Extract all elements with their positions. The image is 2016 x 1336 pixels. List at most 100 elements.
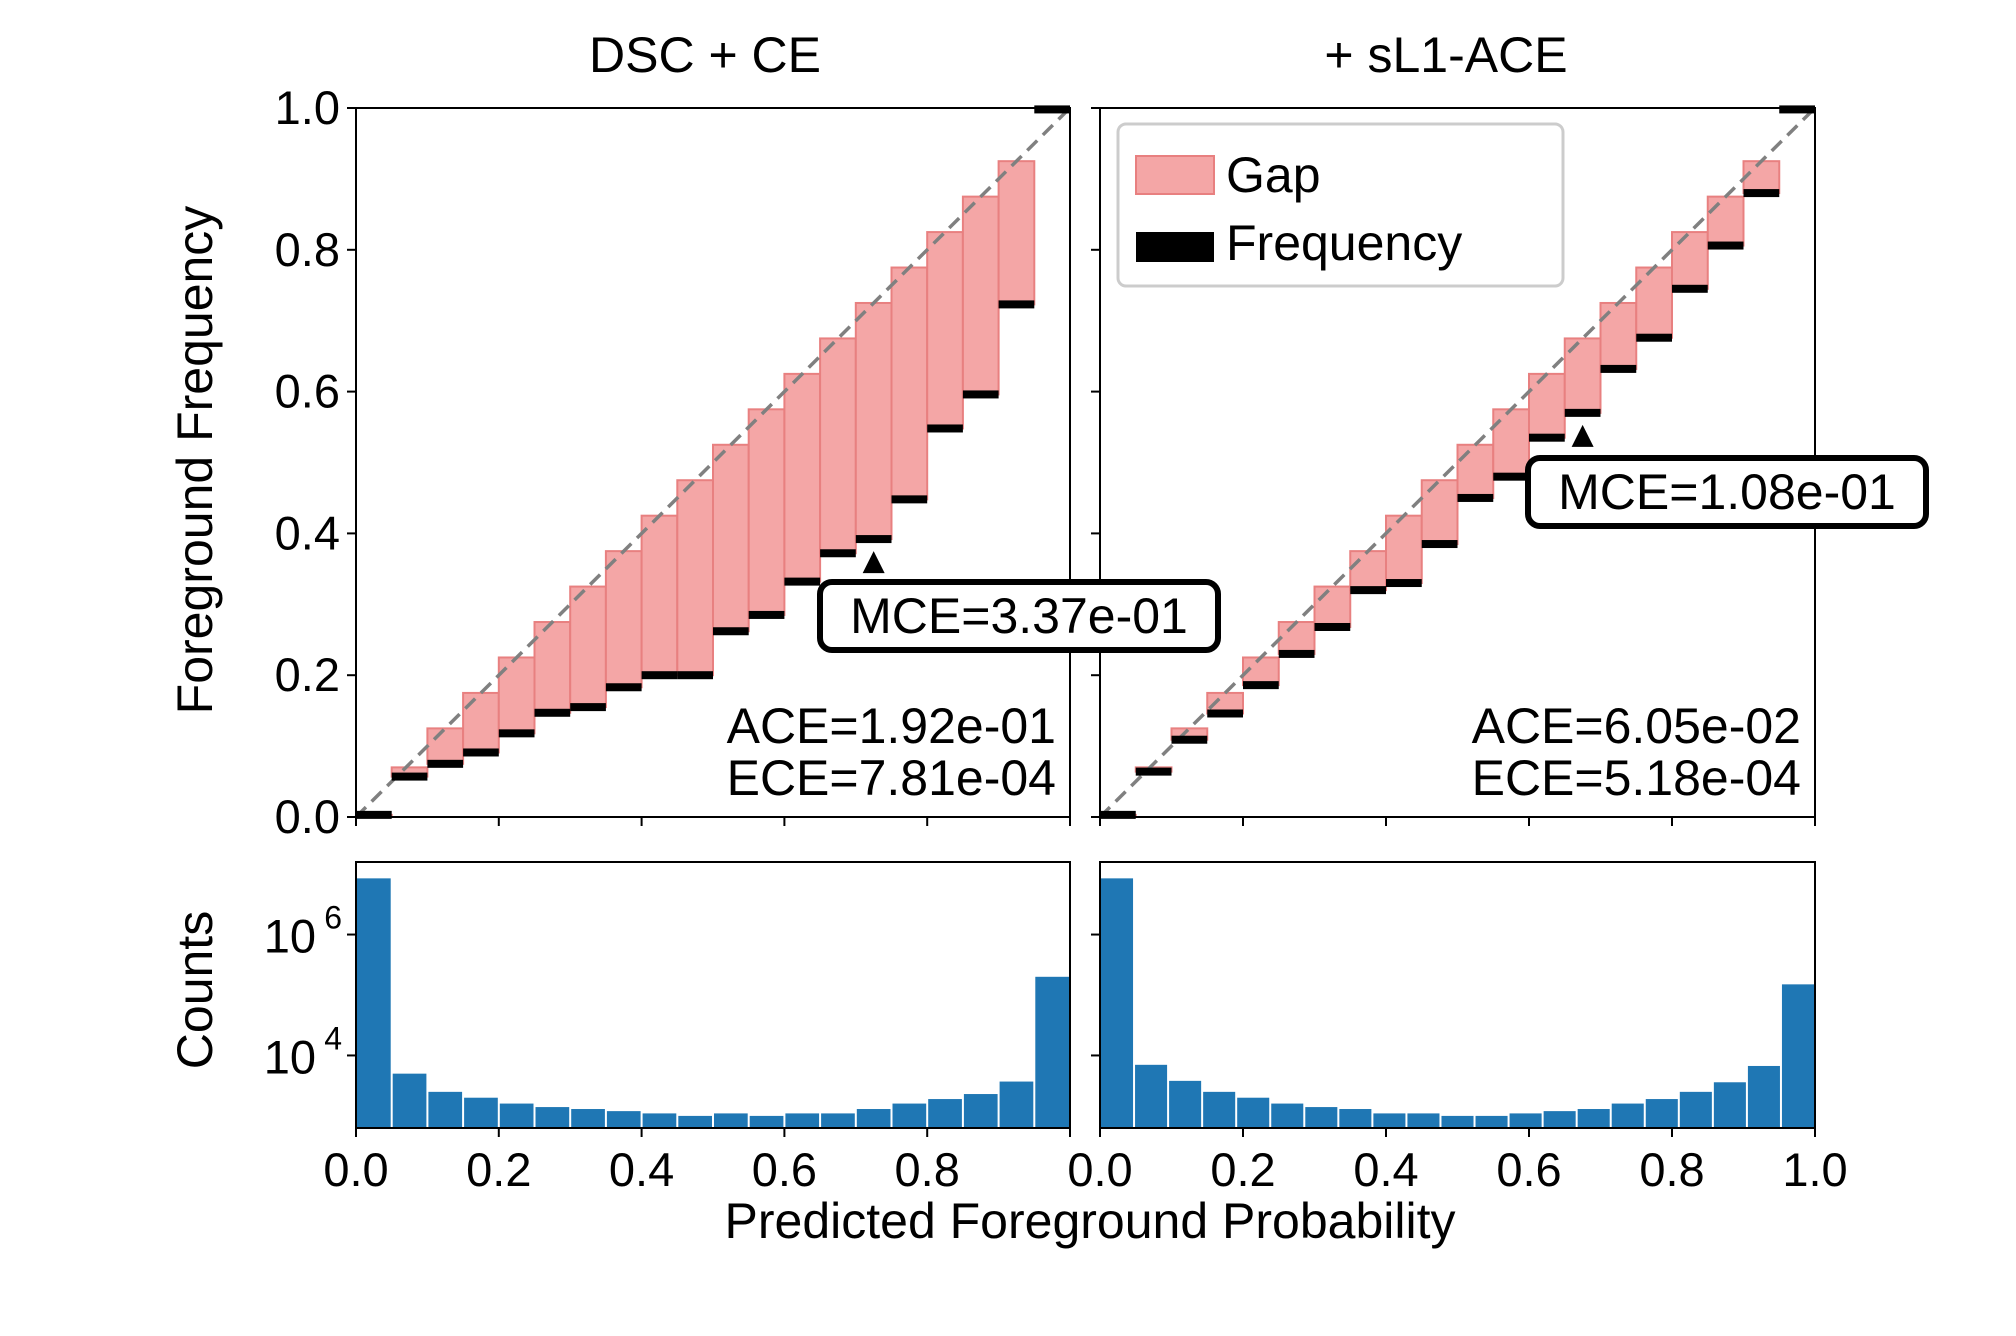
y-tick-label: 0.8 (275, 223, 340, 276)
gap-bar (1742, 160, 1781, 195)
legend: Gap Frequency (1116, 122, 1565, 288)
x-axis-label: Predicted Foreground Probability (725, 1193, 1456, 1249)
y-tick-label: 0.0 (275, 790, 340, 843)
reliability-panel-left: 0.0 0.2 0.4 0.6 0.8 1.0 ACE=1.92e-01ECE=7.81e-… (275, 81, 1072, 843)
y-tick-exponent: 4 (324, 1020, 342, 1056)
x-tick-label: 0.0 (1067, 1143, 1132, 1196)
diagonal-line (1098, 106, 1817, 819)
count-bar (1169, 1080, 1202, 1128)
ece-metric: ECE=7.81e-04 (727, 750, 1056, 806)
y-tick-exponent: 6 (324, 900, 342, 936)
y-tick-label: 0.2 (275, 648, 340, 701)
x-tick-label: 0.8 (895, 1143, 960, 1196)
count-bar (856, 1109, 891, 1128)
gap-bar (1349, 550, 1387, 592)
frequency-marker (391, 772, 428, 781)
x-tick-label: 0.2 (466, 1143, 531, 1196)
count-bar (1407, 1113, 1440, 1128)
count-bar (963, 1094, 998, 1128)
count-bar (1101, 878, 1134, 1128)
mce-label: MCE=1.08e-01 (1558, 464, 1896, 520)
count-bar (1577, 1109, 1610, 1128)
gap-bar (1313, 585, 1352, 628)
y-tick-label: 10 (264, 1030, 316, 1083)
frequency-marker (605, 683, 642, 692)
count-bar (1373, 1113, 1406, 1128)
gap-bar (1385, 514, 1423, 585)
count-bar (1339, 1109, 1372, 1128)
count-bar (999, 1081, 1034, 1128)
count-bar (1271, 1103, 1304, 1128)
frequency-marker (1171, 735, 1208, 744)
frequency-marker (1243, 681, 1279, 690)
gap-bar (961, 195, 1000, 396)
ace-metric: ACE=1.92e-01 (727, 698, 1056, 754)
x-tick-label: 0.0 (323, 1143, 388, 1196)
count-bar (1237, 1097, 1270, 1128)
frequency-marker (1386, 579, 1422, 588)
diagonal-line (354, 106, 1072, 819)
frequency-marker (713, 627, 749, 636)
count-bar (928, 1099, 962, 1128)
frequency-marker (356, 810, 392, 819)
frequency-marker (1707, 241, 1744, 250)
histogram-panel-right: 0.0 0.2 0.4 0.6 0.8 1.0 (1067, 861, 1848, 1196)
gap-bar (1456, 443, 1495, 499)
ece-metric: ECE=5.18e-04 (1472, 750, 1801, 806)
count-bar (1305, 1107, 1338, 1128)
y-tick-label: 0.4 (275, 506, 340, 559)
frequency-marker (1779, 105, 1815, 114)
panel-title-right: + sL1-ACE (1324, 27, 1567, 83)
count-bar (1135, 1064, 1168, 1128)
frequency-marker (1207, 709, 1243, 718)
count-bar (499, 1103, 534, 1128)
frequency-marker (1314, 622, 1351, 631)
gap-bar (676, 479, 714, 677)
ace-metric: ACE=6.05e-02 (1472, 698, 1801, 754)
frequency-marker (855, 535, 892, 544)
gap-bar (854, 301, 893, 541)
gap-bar (1528, 372, 1566, 439)
count-bar (606, 1111, 641, 1128)
mce-marker (1571, 424, 1594, 447)
frequency-marker (641, 671, 678, 680)
frequency-marker (1636, 333, 1672, 342)
gap-bar (1420, 479, 1459, 546)
count-bar (785, 1113, 820, 1128)
frequency-marker (498, 729, 535, 738)
mce-box (817, 579, 1221, 653)
gap-bar (533, 621, 572, 714)
x-tick-label: 0.6 (1496, 1143, 1561, 1196)
frequency-marker (1672, 284, 1708, 293)
frequency-marker (820, 549, 856, 558)
mce-box (1525, 455, 1929, 529)
gap-bar (1599, 301, 1638, 370)
legend-swatch-gap (1135, 155, 1215, 195)
count-bar (1475, 1115, 1508, 1128)
axes-frame (1099, 861, 1816, 1129)
frequency-marker (1034, 105, 1070, 114)
gap-bar (1671, 231, 1709, 290)
gap-bar (1635, 266, 1673, 339)
legend-label-frequency: Frequency (1226, 215, 1462, 271)
count-bar (1441, 1115, 1474, 1128)
frequency-marker (1350, 586, 1386, 595)
count-bar (357, 878, 391, 1128)
gap-bar (926, 231, 964, 430)
gap-bar (783, 372, 822, 583)
count-bar (428, 1091, 463, 1128)
frequency-marker (998, 300, 1035, 309)
frequency-marker (427, 759, 464, 768)
x-tick-label: 0.8 (1639, 1143, 1704, 1196)
count-bar (821, 1113, 855, 1128)
frequency-marker (748, 610, 785, 619)
count-bar (892, 1103, 927, 1128)
frequency-marker (677, 671, 713, 680)
y-axis-label-reliability: Foreground Frequency (167, 206, 223, 715)
x-tick-label: 0.4 (1353, 1143, 1418, 1196)
count-bar (1203, 1091, 1236, 1128)
legend-frame (1116, 122, 1565, 288)
count-bar (1035, 976, 1069, 1128)
